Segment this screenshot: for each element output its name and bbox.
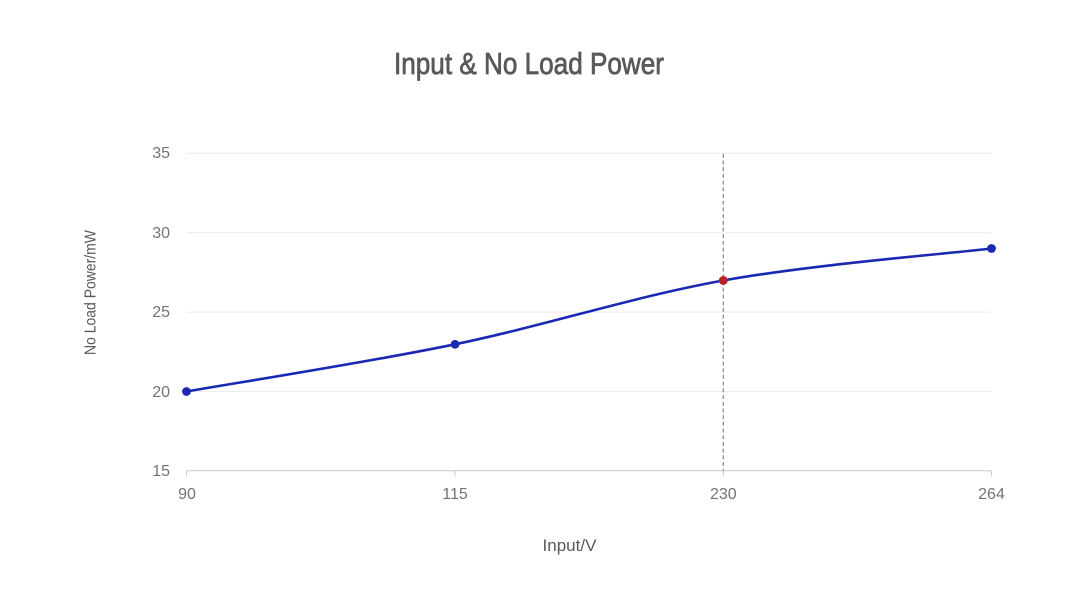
svg-text:115: 115: [442, 486, 468, 503]
svg-text:264: 264: [978, 486, 1005, 503]
svg-text:20: 20: [152, 384, 170, 401]
svg-text:30: 30: [152, 225, 170, 242]
svg-text:Input/V: Input/V: [543, 536, 598, 555]
svg-text:230: 230: [710, 486, 737, 503]
svg-text:15: 15: [152, 463, 170, 480]
svg-text:25: 25: [152, 304, 170, 321]
svg-text:35: 35: [152, 145, 170, 162]
svg-text:Input & No Load Power: Input & No Load Power: [394, 46, 664, 81]
svg-text:90: 90: [178, 486, 196, 503]
svg-text:No Load Power/mW: No Load Power/mW: [83, 229, 100, 355]
